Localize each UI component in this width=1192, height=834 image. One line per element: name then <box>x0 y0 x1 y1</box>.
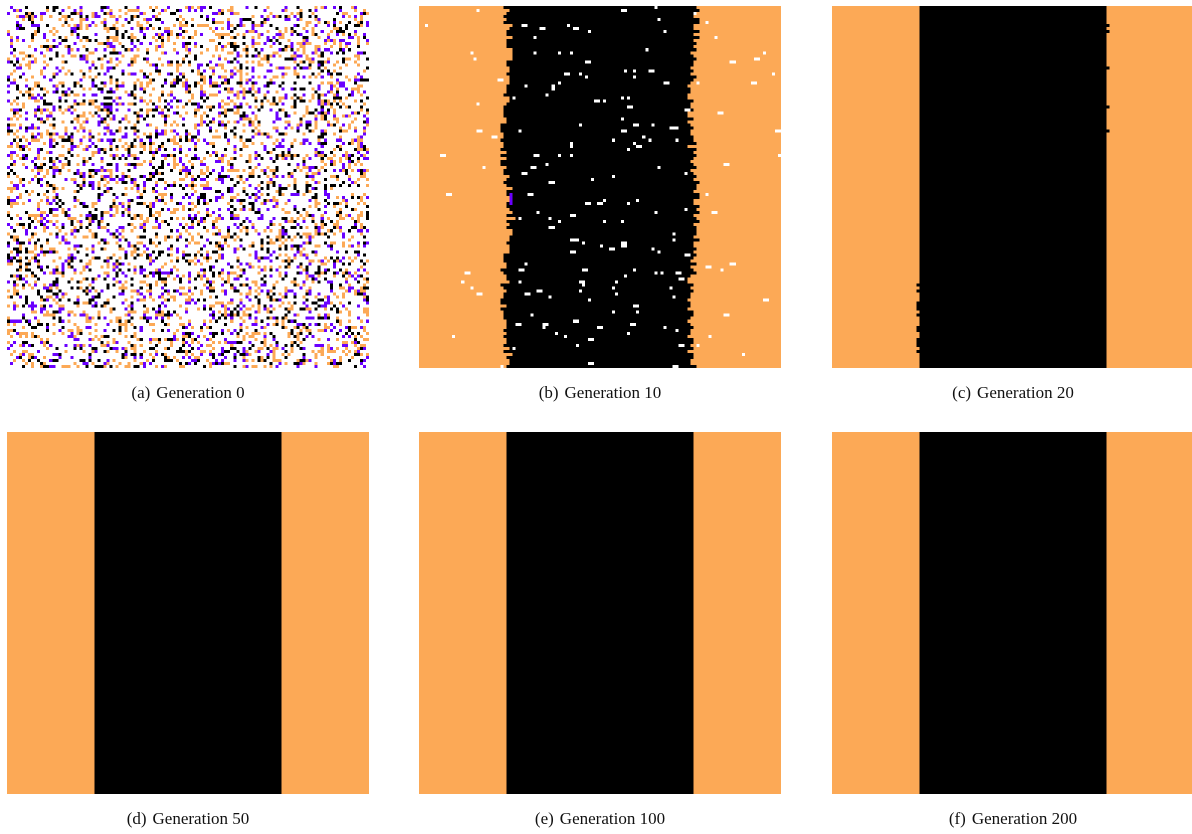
caption-text: Generation 20 <box>977 383 1074 402</box>
caption-tag: (a) <box>131 383 151 402</box>
panel-generation-0: (a) Generation 0 <box>7 6 369 402</box>
panel-generation-20: (c) Generation 20 <box>832 6 1192 402</box>
caption-tag: (e) <box>534 809 554 828</box>
caption-generation-50: (d) Generation 50 <box>7 809 369 829</box>
panel-generation-200: (f) Generation 200 <box>832 432 1192 828</box>
caption-tag: (b) <box>538 383 559 402</box>
grid-generation-50 <box>7 432 369 794</box>
panel-generation-50: (d) Generation 50 <box>7 432 369 828</box>
caption-generation-10: (b) Generation 10 <box>419 383 781 403</box>
grid-generation-10 <box>419 6 781 368</box>
caption-text: Generation 10 <box>564 383 662 402</box>
caption-text: Generation 200 <box>971 809 1078 828</box>
grid-generation-0 <box>7 6 369 368</box>
grid-generation-20 <box>832 6 1192 368</box>
caption-generation-100: (e) Generation 100 <box>419 809 781 829</box>
caption-generation-20: (c) Generation 20 <box>832 383 1192 403</box>
caption-generation-0: (a) Generation 0 <box>7 383 369 403</box>
grid-generation-200 <box>832 432 1192 794</box>
panel-generation-100: (e) Generation 100 <box>419 432 781 828</box>
caption-tag: (d) <box>126 809 147 828</box>
grid-generation-100 <box>419 432 781 794</box>
caption-text: Generation 50 <box>152 809 250 828</box>
caption-generation-200: (f) Generation 200 <box>832 809 1192 829</box>
panel-generation-10: (b) Generation 10 <box>419 6 781 402</box>
caption-tag: (f) <box>948 809 966 828</box>
caption-text: Generation 100 <box>559 809 666 828</box>
caption-text: Generation 0 <box>156 383 245 402</box>
caption-tag: (c) <box>952 383 972 402</box>
